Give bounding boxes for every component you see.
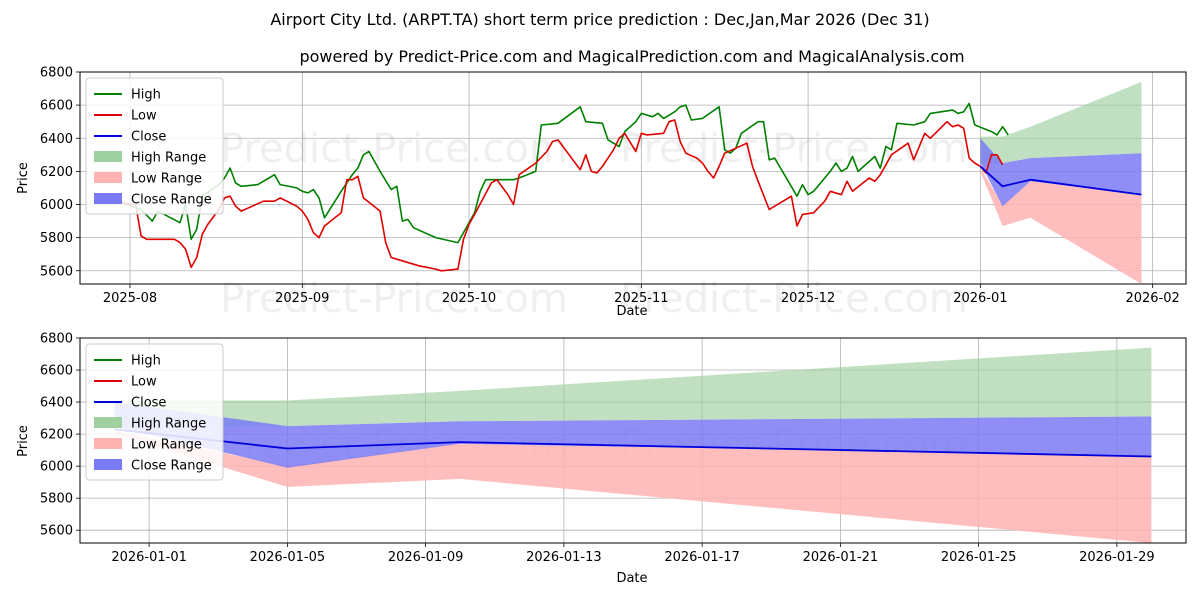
- high-range-band: [980, 81, 1142, 165]
- top-legend: High Low Close High Range Low Range Close Ran…: [85, 77, 224, 215]
- legend-swatch: [94, 417, 122, 428]
- top-y-axis-title: Price: [16, 162, 31, 194]
- top-x-axis-title: Date: [616, 304, 647, 319]
- legend-label: Close Range: [131, 193, 212, 208]
- legend-swatch: [94, 172, 122, 183]
- top-grid: [80, 71, 1186, 284]
- legend-label: Low Range: [131, 172, 202, 187]
- top-axis-ticks: 5600 5800 6000 6200 6400 6600 6800 2025-08 2025-…: [40, 66, 1180, 307]
- low-range-band: [114, 430, 1152, 543]
- y-tick-label: 6200: [40, 428, 73, 443]
- x-tick-label: 2025-10: [442, 291, 496, 306]
- chart-subtitle: powered by Predict-Price.com and Magical…: [299, 47, 964, 66]
- x-tick-label: 2026-01-05: [250, 550, 326, 565]
- x-tick-label: 2025-12: [781, 291, 835, 306]
- x-tick-label: 2026-01: [953, 291, 1007, 306]
- legend-label: Close: [131, 396, 166, 411]
- x-tick-label: 2026-01-29: [1079, 550, 1155, 565]
- y-tick-label: 6000: [40, 460, 73, 475]
- x-tick-label: 2026-01-25: [941, 550, 1017, 565]
- watermark: Predict-Price.com: [220, 126, 568, 172]
- legend-label: High: [131, 354, 161, 369]
- legend-swatch: [94, 459, 122, 470]
- y-tick-label: 6400: [40, 132, 73, 147]
- bottom-plot-frame: [79, 337, 1187, 544]
- legend-label: Low Range: [131, 438, 202, 453]
- y-tick-label: 5800: [40, 492, 73, 507]
- bottom-y-axis-title: Price: [16, 425, 31, 457]
- x-tick-label: 2026-01-17: [664, 550, 740, 565]
- y-tick-label: 5600: [40, 524, 73, 539]
- legend-label: High Range: [131, 417, 206, 432]
- x-tick-label: 2026-01-09: [388, 550, 464, 565]
- bottom-axis-ticks: 5600 5800 6000 6200 6400 6600 6800 2026-01-01 20…: [40, 332, 1155, 566]
- watermark: Predict-Price.com: [220, 276, 568, 322]
- low-range-band: [980, 168, 1142, 284]
- y-tick-label: 6600: [40, 99, 73, 114]
- x-tick-label: 2026-01-01: [111, 550, 187, 565]
- x-tick-label: 2025-09: [275, 291, 329, 306]
- y-tick-label: 6400: [40, 396, 73, 411]
- legend-label: Low: [131, 109, 157, 124]
- y-tick-label: 6800: [40, 332, 73, 347]
- chart-title: Airport City Ltd. (ARPT.TA) short term p…: [270, 10, 929, 29]
- y-tick-label: 6600: [40, 364, 73, 379]
- top-watermarks: Predict-Price.com Predict-Price.com Pred…: [220, 126, 968, 322]
- legend-label: High Range: [131, 151, 206, 166]
- x-tick-label: 2026-01-21: [803, 550, 879, 565]
- close-series-line: [979, 165, 1142, 196]
- x-tick-label: 2026-01-13: [526, 550, 602, 565]
- high-range-band: [114, 347, 1152, 428]
- y-tick-label: 5600: [40, 264, 73, 279]
- x-tick-label: 2025-11: [614, 291, 668, 306]
- high-series-line: [101, 102, 1009, 244]
- top-series-lines: [101, 102, 1142, 272]
- legend-swatch: [94, 193, 122, 204]
- x-tick-label: 2025-08: [103, 291, 157, 306]
- y-tick-label: 6000: [40, 198, 73, 213]
- legend-label: Low: [131, 375, 157, 390]
- y-tick-label: 6200: [40, 165, 73, 180]
- low-series-line: [102, 119, 1004, 272]
- bottom-x-axis-title: Date: [616, 571, 647, 586]
- top-plot-frame: [79, 71, 1187, 285]
- legend-label: Close: [131, 130, 166, 145]
- y-tick-label: 6800: [40, 66, 73, 81]
- legend-swatch: [94, 438, 122, 449]
- legend-label: Close Range: [131, 459, 212, 474]
- top-panel: Predict-Price.com Predict-Price.com Pred…: [16, 66, 1187, 322]
- bottom-legend: High Low Close High Range Low Range Close Ran…: [85, 343, 224, 481]
- y-tick-label: 5800: [40, 231, 73, 246]
- legend-swatch: [94, 151, 122, 162]
- bottom-panel: Predict-Price.com Predict-Price.com 5600…: [16, 332, 1187, 586]
- x-tick-label: 2026-02: [1125, 291, 1179, 306]
- watermark: Predict-Price.com: [620, 126, 968, 172]
- legend-label: High: [131, 88, 161, 103]
